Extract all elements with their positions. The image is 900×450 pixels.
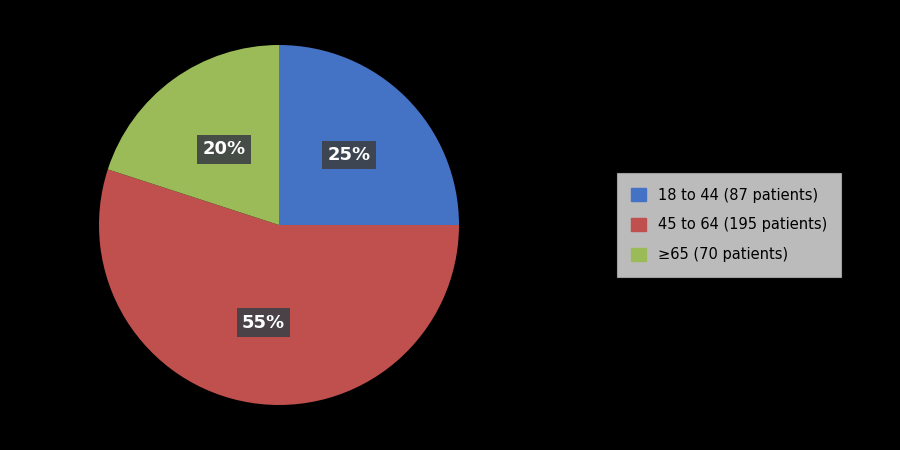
Text: 25%: 25% [328, 146, 371, 164]
Legend: 18 to 44 (87 patients), 45 to 64 (195 patients), ≥65 (70 patients): 18 to 44 (87 patients), 45 to 64 (195 pa… [616, 173, 842, 277]
Text: 55%: 55% [242, 314, 285, 332]
Wedge shape [108, 45, 279, 225]
Wedge shape [279, 45, 459, 225]
Wedge shape [99, 169, 459, 405]
Text: 20%: 20% [202, 140, 246, 158]
